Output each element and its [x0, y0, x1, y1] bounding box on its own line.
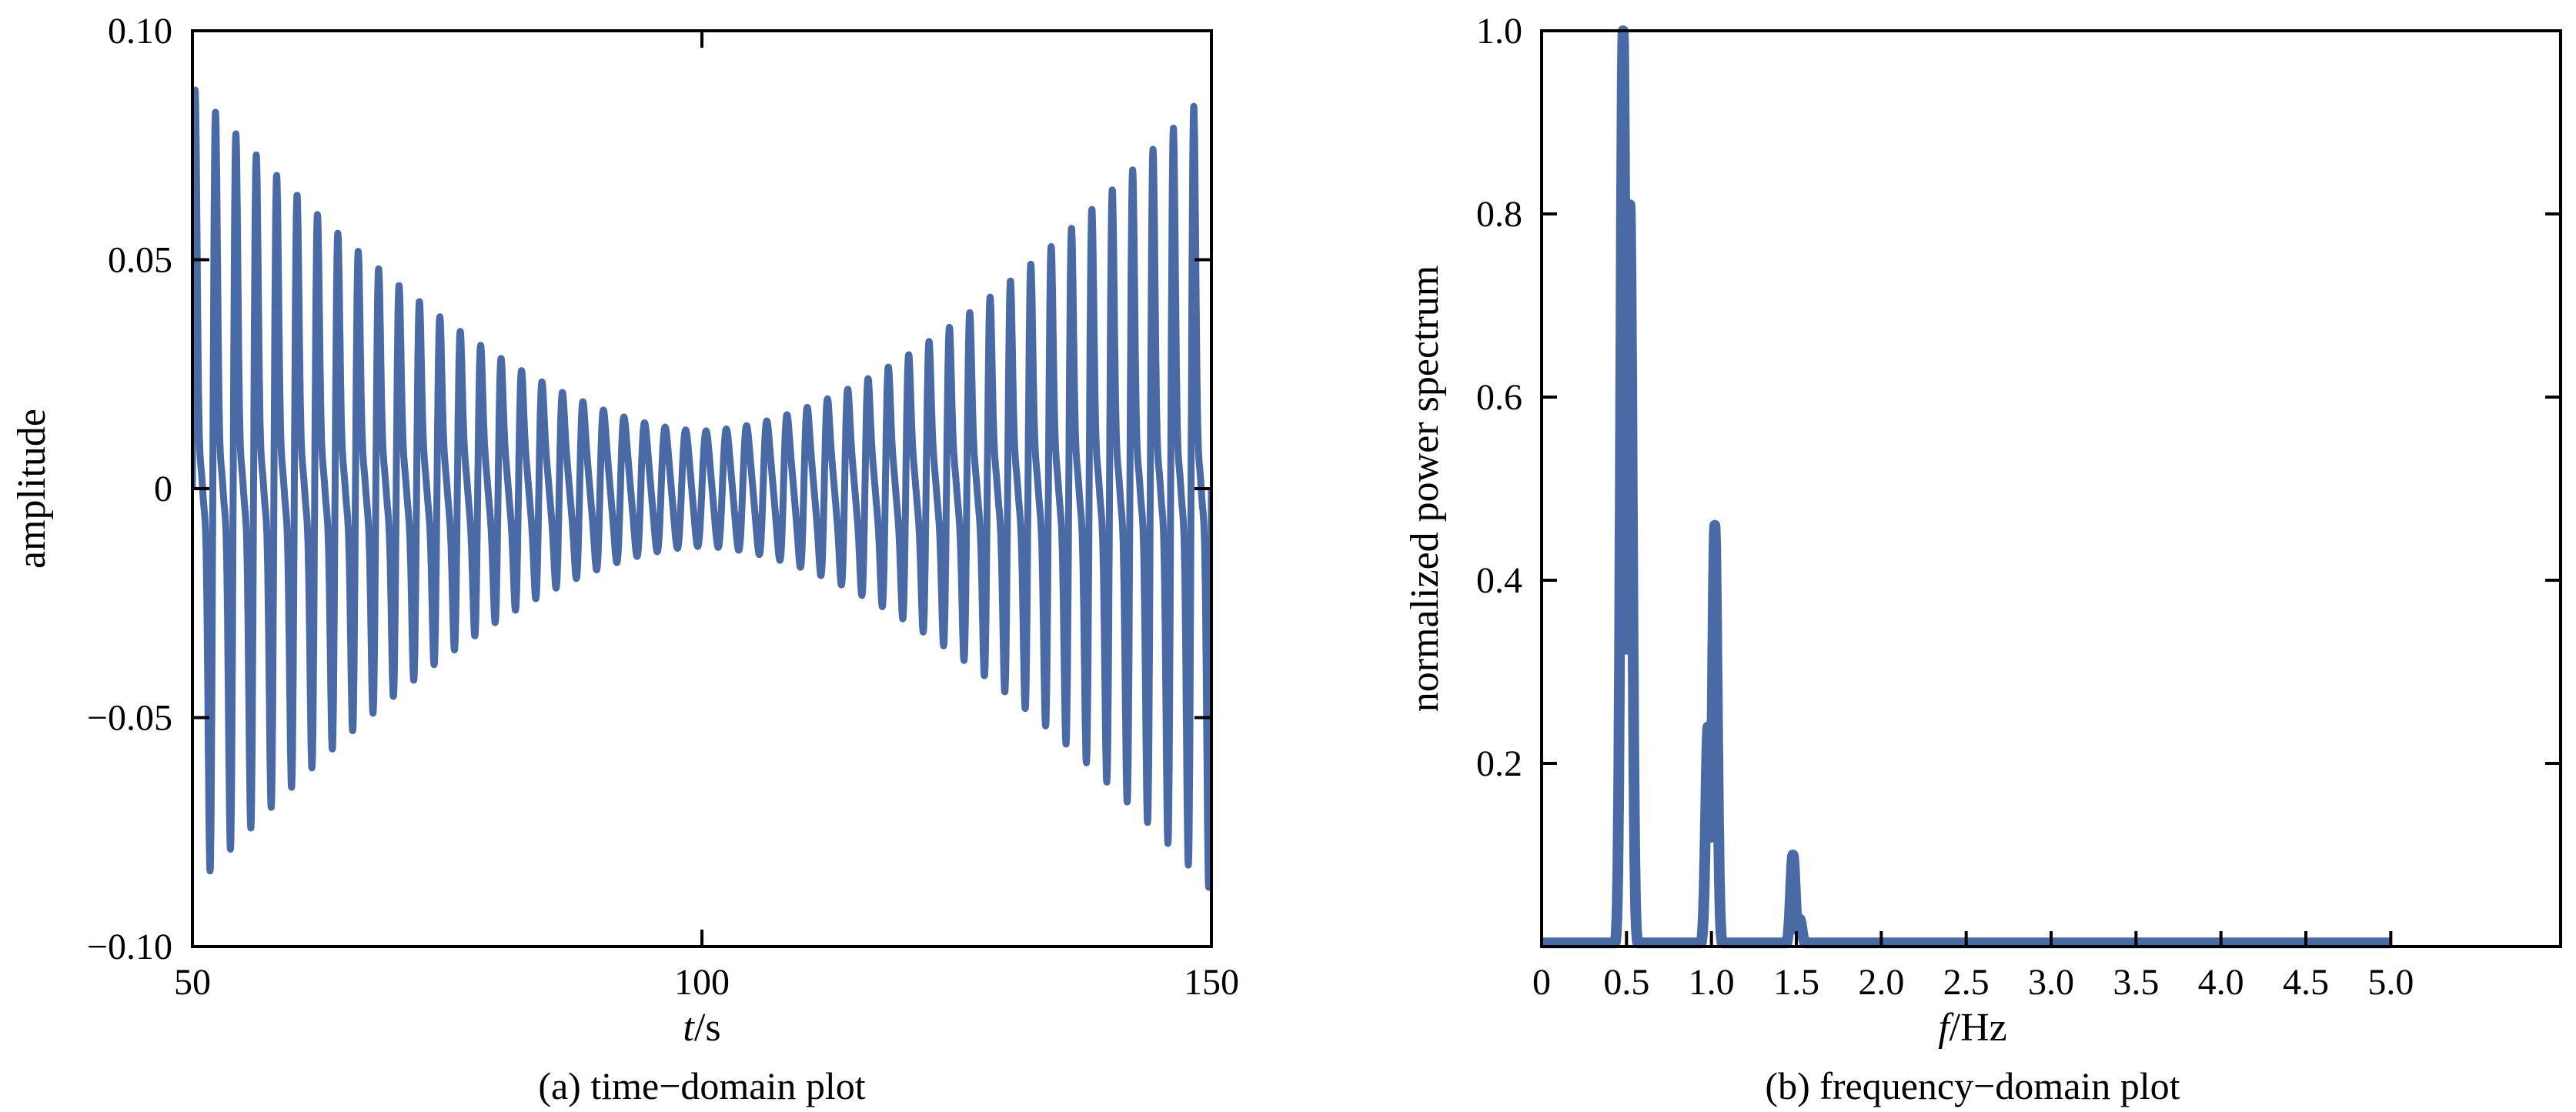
y-tick-label: 0.8: [1476, 194, 1522, 235]
time-domain-caption: (a) time−domain plot: [538, 1064, 865, 1107]
x-tick-label: 4.5: [2283, 962, 2329, 1003]
time-domain-panel: 50 100 150 −0.10 −0.05 0 0.05 0.10 amplitude t/…: [10, 11, 1239, 1107]
y-tick-label: 1.0: [1476, 11, 1522, 52]
x-tick-label: 3.0: [2028, 962, 2074, 1003]
frequency-domain-ylabel: normalized power spectrum: [1403, 265, 1447, 712]
frequency-domain-caption: (b) frequency−domain plot: [1765, 1064, 2180, 1107]
y-tick-label: 0.6: [1476, 377, 1522, 418]
frequency-domain-plot-frame: [1540, 29, 2562, 948]
time-domain-ticks: 50 100 150 −0.10 −0.05 0 0.05 0.10: [87, 11, 1239, 1003]
y-tick-label: 0: [154, 469, 172, 509]
y-tick-label: −0.05: [87, 698, 172, 739]
time-domain-series: [192, 86, 1211, 891]
x-tick-label: 3.5: [2113, 962, 2159, 1003]
x-tick-label: 5.0: [2367, 962, 2414, 1003]
x-tick-label: 0: [1532, 962, 1551, 1003]
y-tick-label: 0.10: [108, 11, 172, 52]
x-tick-label: 2.0: [1858, 962, 1904, 1003]
x-tick-label: 4.0: [2198, 962, 2244, 1003]
y-tick-label: 0.4: [1476, 560, 1522, 601]
frequency-domain-ticks: 0 0.5 1.0 1.5 2.0 2.5 3.0 3.5 4.0 4.5 5.0 0.2 0.4 0.6…: [1476, 11, 2561, 1003]
frequency-domain-series: [1536, 25, 2397, 949]
frequency-domain-panel: 0 0.5 1.0 1.5 2.0 2.5 3.0 3.5 4.0 4.5 5.0 0.2 0.4 0.6…: [1403, 11, 2562, 1107]
frequency-domain-xlabel: f/Hz: [1938, 1006, 2007, 1050]
y-tick-label: 0.2: [1476, 743, 1522, 784]
time-domain-xlabel: t/s: [683, 1006, 720, 1050]
x-tick-label: 2.5: [1943, 962, 1990, 1003]
x-tick-label: 1.5: [1773, 962, 1819, 1003]
x-tick-label: 100: [674, 962, 730, 1003]
y-tick-label: 0.05: [108, 240, 172, 281]
x-tick-label: 150: [1184, 962, 1239, 1003]
y-tick-label: −0.10: [87, 927, 172, 967]
time-domain-ylabel: amplitude: [10, 409, 54, 569]
x-tick-label: 0.5: [1603, 962, 1649, 1003]
x-tick-label: 1.0: [1689, 962, 1735, 1003]
x-tick-label: 50: [174, 962, 211, 1003]
